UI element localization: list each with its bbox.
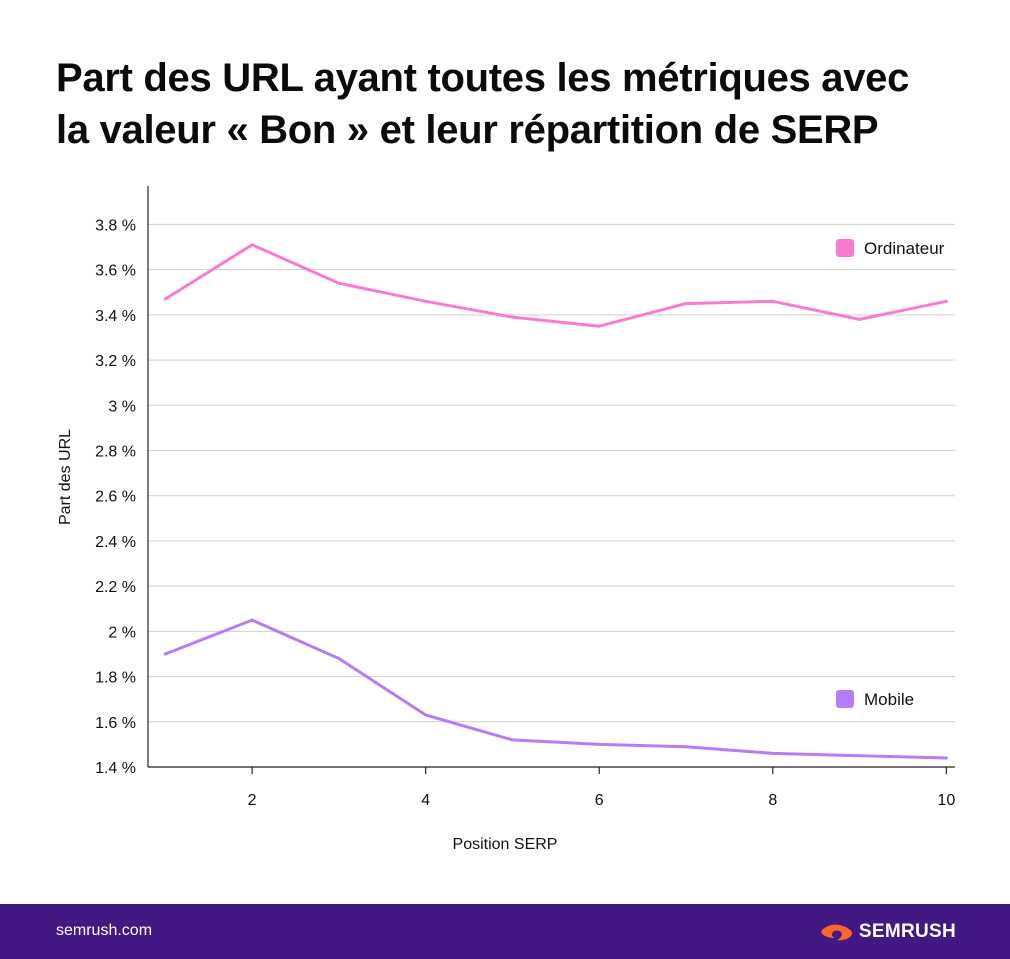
data-point-ordinateur bbox=[337, 281, 341, 285]
y-tick-label: 3 % bbox=[108, 398, 136, 415]
legend-swatch-mobile bbox=[836, 690, 854, 708]
y-tick-label: 2.8 % bbox=[95, 444, 136, 461]
brand-name: SEMRUSH bbox=[858, 921, 956, 942]
chart-title-line-2: la valeur « Bon » et leur répartition de… bbox=[56, 108, 879, 152]
y-tick-label: 3.2 % bbox=[95, 353, 136, 370]
data-point-ordinateur bbox=[163, 297, 167, 301]
y-tick-label: 1.8 % bbox=[95, 670, 136, 687]
data-point-ordinateur bbox=[858, 317, 862, 321]
data-point-ordinateur bbox=[250, 243, 254, 247]
data-point-ordinateur bbox=[597, 324, 601, 328]
data-point-ordinateur bbox=[771, 299, 775, 303]
chart-title-line-1: Part des URL ayant toutes les métriques … bbox=[56, 56, 910, 100]
x-tick-label: 10 bbox=[937, 792, 955, 809]
data-point-ordinateur bbox=[510, 315, 514, 319]
x-tick-label: 2 bbox=[248, 792, 257, 809]
series-line-ordinateur bbox=[163, 243, 948, 328]
data-point-ordinateur bbox=[944, 299, 948, 303]
y-tick-label: 1.6 % bbox=[95, 715, 136, 732]
data-point-mobile bbox=[510, 738, 514, 742]
x-tick-label: 4 bbox=[421, 792, 430, 809]
line-chart: 1.4 % 1.6 % 1.8 % 2 % 2.2 % 2.4 % 2.6 % 2.8 % 3 … bbox=[57, 186, 955, 853]
y-tick-label: 2 % bbox=[108, 624, 136, 641]
data-point-mobile bbox=[337, 656, 341, 660]
x-axis-title: Position SERP bbox=[453, 836, 558, 853]
series-line-mobile bbox=[163, 618, 948, 760]
x-tick-label: 6 bbox=[595, 792, 604, 809]
x-tick-label: 8 bbox=[768, 792, 777, 809]
chart-title: Part des URL ayant toutes les métriques … bbox=[56, 52, 976, 156]
brand-logo: SEMRUSH bbox=[819, 920, 956, 944]
data-point-mobile bbox=[944, 756, 948, 760]
data-point-mobile bbox=[684, 745, 688, 749]
y-tick-label: 2.6 % bbox=[95, 489, 136, 506]
data-point-mobile bbox=[163, 652, 167, 656]
y-tick-label: 1.4 % bbox=[95, 760, 136, 777]
legend-label-mobile: Mobile bbox=[864, 690, 914, 709]
footer-bar: semrush.com SEMRUSH bbox=[0, 904, 1010, 959]
data-point-mobile bbox=[771, 751, 775, 755]
y-tick-label: 2.4 % bbox=[95, 534, 136, 551]
y-tick-label: 3.4 % bbox=[95, 308, 136, 325]
data-point-mobile bbox=[597, 742, 601, 746]
y-tick-label: 3.6 % bbox=[95, 263, 136, 280]
legend-swatch-ordinateur bbox=[836, 239, 854, 257]
y-tick-label: 2.2 % bbox=[95, 579, 136, 596]
data-point-mobile bbox=[424, 713, 428, 717]
legend-label-ordinateur: Ordinateur bbox=[864, 239, 945, 258]
data-point-ordinateur bbox=[424, 299, 428, 303]
footer-url[interactable]: semrush.com bbox=[56, 922, 153, 939]
y-tick-label: 3.8 % bbox=[95, 217, 136, 234]
data-point-mobile bbox=[250, 618, 254, 622]
semrush-flame-icon bbox=[820, 924, 852, 941]
data-point-ordinateur bbox=[684, 302, 688, 306]
y-axis-title: Part des URL bbox=[57, 429, 74, 525]
data-point-mobile bbox=[858, 754, 862, 758]
